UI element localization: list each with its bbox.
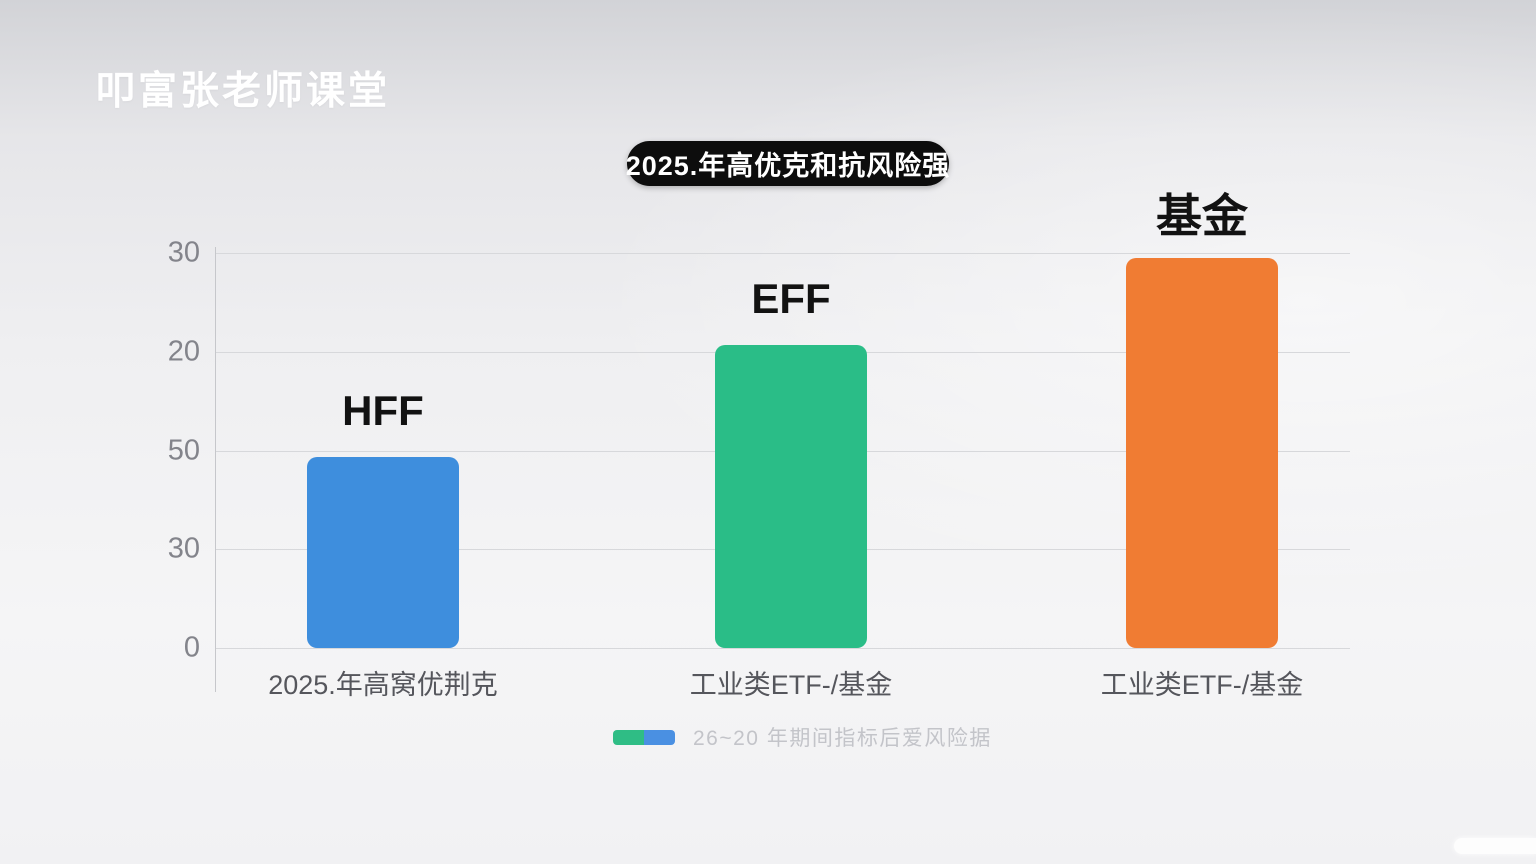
- bar-top-label-2: EFF: [751, 274, 831, 322]
- x-axis-category-label-2: 工业类ETF-/基金: [689, 670, 893, 700]
- bar-2: [715, 344, 867, 648]
- y-axis-tick-label: 30: [167, 532, 200, 565]
- y-axis-tick-label: 50: [167, 434, 200, 466]
- legend-swatch-icon: [613, 729, 675, 745]
- y-axis-tick-label: 0: [183, 631, 200, 664]
- x-axis-category-label-3: 工业类ETF-/基金: [1100, 670, 1304, 700]
- y-axis-tick-label: 20: [167, 335, 200, 368]
- bottom-right-strip: [1454, 838, 1536, 854]
- x-axis-category-label-1: 2025.年高窝优荆克: [268, 670, 498, 700]
- chart-legend: 26~20 年期间指标后爱风险据: [613, 722, 992, 752]
- legend-swatch-blue: [644, 729, 675, 745]
- bar-1: [307, 457, 459, 648]
- chart-title: 2025.年高优克和抗风险强: [625, 151, 951, 181]
- y-gridline: [215, 253, 1350, 254]
- y-gridline: [215, 648, 1350, 649]
- chart-title-badge: 2025.年高优克和抗风险强: [625, 141, 951, 186]
- y-axis-tick-label: 30: [167, 236, 200, 269]
- y-axis-line: [215, 247, 216, 692]
- watermark-text: 叩富张老师课堂: [96, 70, 391, 113]
- bar-top-label-1: HFF: [342, 387, 424, 435]
- legend-swatch-green: [613, 729, 644, 745]
- bar-top-label-3: 基金: [1156, 189, 1248, 242]
- bar-3: [1126, 257, 1278, 648]
- legend-label: 26~20 年期间指标后爱风险据: [693, 727, 992, 750]
